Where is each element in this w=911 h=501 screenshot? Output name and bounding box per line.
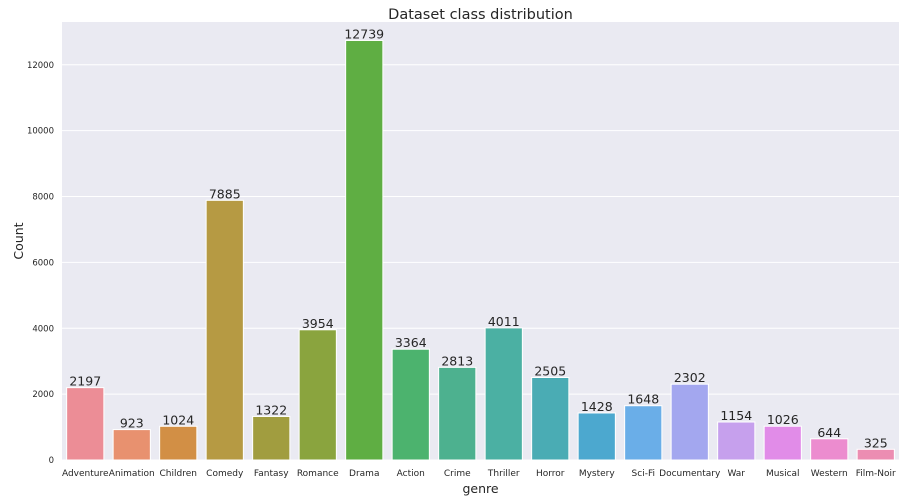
bar xyxy=(252,415,291,461)
x-tick-label: Animation xyxy=(109,469,155,479)
bar-value-label: 3364 xyxy=(395,335,427,350)
x-tick-label: Action xyxy=(397,469,425,479)
x-tick-label: Drama xyxy=(349,469,379,479)
bar-value-label: 4011 xyxy=(488,314,520,329)
y-tick-label: 2000 xyxy=(32,390,54,400)
y-tick-label: 8000 xyxy=(32,193,54,203)
bar-value-label: 325 xyxy=(864,435,888,450)
x-tick-label: War xyxy=(727,469,745,479)
bar-value-label: 2505 xyxy=(534,364,566,379)
x-tick-label: Crime xyxy=(444,469,471,479)
bar xyxy=(763,425,802,461)
bar-value-label: 1154 xyxy=(720,408,752,423)
bar xyxy=(391,348,430,461)
chart-title: Dataset class distribution xyxy=(388,7,573,23)
bar-value-label: 1322 xyxy=(255,402,287,417)
gridlines xyxy=(62,64,899,461)
bar-value-label: 923 xyxy=(120,416,144,431)
bar xyxy=(717,421,756,461)
bar-value-label: 2813 xyxy=(441,353,473,368)
bars xyxy=(66,39,895,461)
bar-value-label: 1026 xyxy=(767,412,799,427)
bar xyxy=(484,327,523,461)
bar xyxy=(159,425,198,461)
x-tick-label: Western xyxy=(811,469,848,479)
bar-value-label: 1024 xyxy=(162,412,194,427)
y-tick-labels: 0 2000 4000 6000 8000 10000 12000 xyxy=(27,61,54,466)
x-tick-label: Children xyxy=(160,469,197,479)
y-axis-label: Count xyxy=(11,222,26,259)
plot-background xyxy=(62,22,899,460)
bar xyxy=(298,329,337,461)
bar-value-label: 3954 xyxy=(302,316,334,331)
y-tick-label: 10000 xyxy=(27,127,54,137)
x-tick-label: Thriller xyxy=(487,469,520,479)
bar xyxy=(66,387,105,461)
y-tick-label: 0 xyxy=(49,456,54,466)
bar xyxy=(856,448,895,461)
x-tick-label: Film-Noir xyxy=(856,469,896,479)
bar-value-label: 1428 xyxy=(581,399,613,414)
bar xyxy=(531,377,570,461)
bar xyxy=(810,438,849,461)
bar xyxy=(577,412,616,461)
x-tick-label: Mystery xyxy=(579,469,616,479)
x-tick-labels: Adventure Animation Children Comedy Fantasy R… xyxy=(62,469,896,479)
bar-value-label: 12739 xyxy=(344,26,384,41)
bar-value-labels: 2197 923 1024 7885 1322 3954 12739 3364 2813 4011… xyxy=(69,26,887,450)
bar xyxy=(205,199,244,461)
bar xyxy=(670,383,709,461)
bar xyxy=(624,405,663,461)
x-axis-label: genre xyxy=(462,481,498,496)
bar-value-label: 7885 xyxy=(209,186,241,201)
bar-value-label: 644 xyxy=(817,425,841,440)
y-tick-label: 4000 xyxy=(32,324,54,334)
bar xyxy=(112,429,151,461)
bar xyxy=(438,366,477,461)
bar-value-label: 2302 xyxy=(674,370,706,385)
x-tick-label: Documentary xyxy=(659,469,721,479)
x-tick-label: Sci-Fi xyxy=(632,469,655,479)
bar-value-label: 2197 xyxy=(69,374,101,389)
bar-value-label: 1648 xyxy=(627,392,659,407)
bar xyxy=(345,39,384,461)
x-tick-label: Horror xyxy=(536,469,565,479)
x-tick-label: Romance xyxy=(297,469,339,479)
x-tick-label: Comedy xyxy=(206,469,244,479)
x-tick-label: Fantasy xyxy=(254,469,289,479)
y-tick-label: 6000 xyxy=(32,258,54,268)
x-tick-label: Musical xyxy=(766,469,800,479)
x-tick-label: Adventure xyxy=(62,469,109,479)
y-tick-label: 12000 xyxy=(27,61,54,71)
